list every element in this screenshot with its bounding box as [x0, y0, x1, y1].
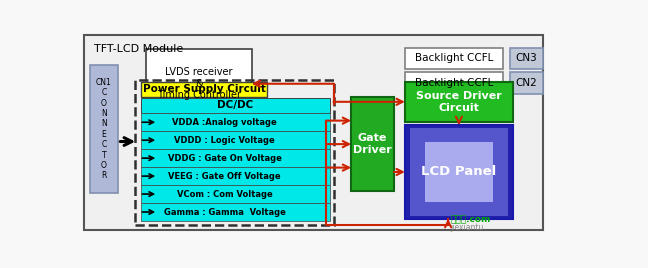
FancyBboxPatch shape — [141, 185, 330, 203]
Text: VDDA :Analog voltage: VDDA :Analog voltage — [172, 118, 277, 127]
FancyBboxPatch shape — [405, 82, 513, 122]
FancyBboxPatch shape — [351, 97, 394, 191]
Text: VEEG : Gate Off Voltage: VEEG : Gate Off Voltage — [168, 172, 281, 181]
FancyBboxPatch shape — [511, 48, 543, 69]
FancyBboxPatch shape — [405, 125, 513, 219]
FancyBboxPatch shape — [141, 113, 330, 131]
Text: CN2: CN2 — [516, 78, 538, 88]
Text: 接线图.com: 接线图.com — [450, 215, 491, 224]
FancyBboxPatch shape — [405, 72, 503, 94]
FancyBboxPatch shape — [90, 65, 118, 193]
FancyBboxPatch shape — [141, 149, 330, 167]
FancyBboxPatch shape — [84, 35, 543, 230]
Text: jiexiantu: jiexiantu — [450, 223, 483, 232]
Text: TFT-LCD Module: TFT-LCD Module — [93, 43, 183, 54]
FancyBboxPatch shape — [405, 48, 503, 69]
FancyBboxPatch shape — [146, 49, 251, 119]
Text: LCD Panel: LCD Panel — [421, 165, 496, 178]
Text: Gate
Driver: Gate Driver — [353, 133, 392, 155]
Text: Gamma : Gamma  Voltage: Gamma : Gamma Voltage — [164, 207, 286, 217]
Text: VCom : Com Voltage: VCom : Com Voltage — [177, 189, 273, 199]
FancyBboxPatch shape — [141, 82, 267, 97]
Text: VDDG : Gate On Voltage: VDDG : Gate On Voltage — [168, 154, 282, 163]
Text: Backlight CCFL: Backlight CCFL — [415, 54, 493, 64]
FancyBboxPatch shape — [141, 131, 330, 149]
FancyBboxPatch shape — [141, 98, 330, 113]
FancyBboxPatch shape — [141, 167, 330, 185]
Text: CN3: CN3 — [516, 54, 538, 64]
Text: DC/DC: DC/DC — [217, 100, 253, 110]
Text: Backlight CCFL: Backlight CCFL — [415, 78, 493, 88]
Text: VDDD : Logic Voltage: VDDD : Logic Voltage — [174, 136, 275, 145]
Text: CN1
C
O
N
N
E
C
T
O
R: CN1 C O N N E C T O R — [96, 78, 111, 180]
Text: Source Driver
Circuit: Source Driver Circuit — [416, 91, 502, 113]
FancyBboxPatch shape — [511, 72, 543, 94]
FancyBboxPatch shape — [141, 203, 330, 221]
FancyBboxPatch shape — [425, 142, 493, 202]
Text: LVDS receiver
&
Timing Controller: LVDS receiver & Timing Controller — [157, 67, 241, 100]
Text: Power Supply Circuit: Power Supply Circuit — [143, 84, 266, 94]
FancyBboxPatch shape — [410, 128, 508, 216]
